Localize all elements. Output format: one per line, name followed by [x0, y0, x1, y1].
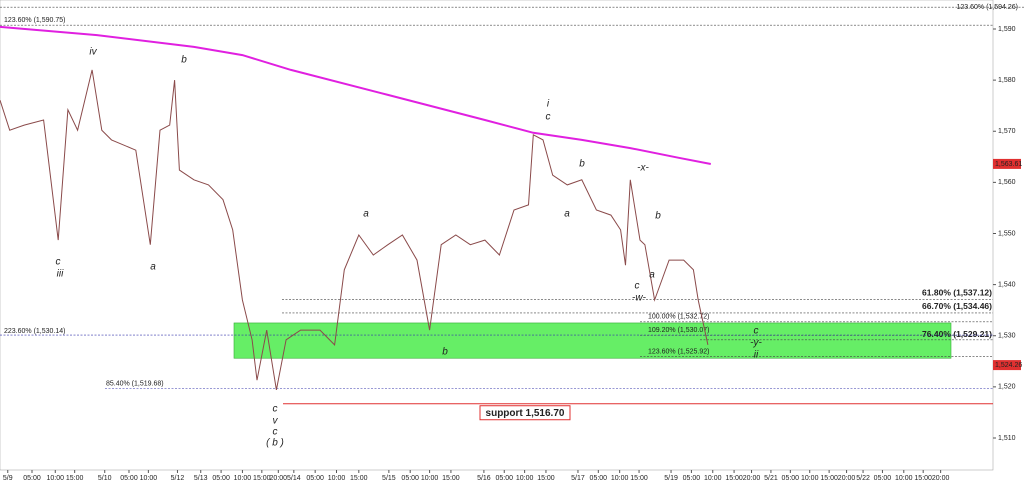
wave-label: c: [56, 257, 61, 268]
x-tick-label: 05:00: [120, 475, 138, 482]
wave-label: iii: [57, 269, 64, 280]
y-tick-label: 1,550: [998, 230, 1016, 237]
x-tick-label: 05:00: [782, 475, 800, 482]
price-tag: [993, 360, 1021, 371]
x-tick-label: 5/15: [382, 475, 396, 482]
y-tick-label: 1,570: [998, 128, 1016, 135]
x-tick-label: 05:00: [23, 475, 41, 482]
x-tick-label: 5/22: [856, 475, 870, 482]
x-tick-label: 5/21: [764, 475, 778, 482]
x-tick-label: 10:00: [140, 475, 158, 482]
x-tick-label: 15:00: [914, 475, 932, 482]
target-zone: [233, 322, 952, 359]
wave-label: a: [649, 270, 655, 281]
x-tick-label: 10:00: [516, 475, 534, 482]
wave-label: -w-: [632, 293, 647, 304]
x-tick-label: 15:00: [253, 475, 271, 482]
fib-label: 223.60% (1,530.14): [4, 328, 66, 335]
x-tick-label: 05:00: [401, 475, 419, 482]
x-tick-label: 10:00: [234, 475, 252, 482]
x-tick-label: 10:00: [801, 475, 819, 482]
wave-label: ii: [754, 350, 759, 361]
fib-label: 100.00% (1,532.72): [648, 314, 710, 321]
x-tick-label: 05:00: [874, 475, 892, 482]
x-tick-label: 5/19: [664, 475, 678, 482]
wave-label: a: [363, 209, 369, 220]
fib-label: 123.60% (1,594.26): [957, 4, 1019, 11]
y-tick-label: 1,540: [998, 281, 1016, 288]
x-tick-label: 5/10: [98, 475, 112, 482]
x-tick-label: 5/17: [571, 475, 585, 482]
price-tag-label: 1,524.26: [995, 362, 1022, 369]
wave-label: i: [547, 99, 550, 110]
x-tick-label: 10:00: [421, 475, 439, 482]
fib-label: 123.60% (1,590.75): [4, 17, 66, 24]
x-tick-label: 10:00: [704, 475, 722, 482]
wave-label: c: [754, 326, 759, 337]
x-tick-label: 20:00: [932, 475, 950, 482]
x-tick-label: 5/9: [3, 475, 13, 482]
x-tick-label: 5/14: [287, 475, 301, 482]
wave-label: iv: [89, 47, 97, 58]
wave-label: b: [655, 211, 661, 222]
y-tick-label: 1,520: [998, 384, 1016, 391]
moving-average: [0, 25, 711, 165]
x-tick-label: 20:00: [743, 475, 761, 482]
x-tick-label: 15:00: [350, 475, 368, 482]
x-tick-label: 15:00: [725, 475, 743, 482]
price-line: [0, 69, 709, 390]
y-tick-label: 1,510: [998, 435, 1016, 442]
wave-label: a: [150, 262, 156, 273]
price-tag-label: 1,563.61: [995, 161, 1022, 168]
y-tick-label: 1,530: [998, 333, 1016, 340]
x-tick-label: 20:00: [270, 475, 288, 482]
wave-label: b: [579, 159, 585, 170]
wave-label: c: [546, 112, 551, 123]
y-tick-label: 1,580: [998, 77, 1016, 84]
x-tick-label: 15:00: [66, 475, 84, 482]
x-tick-label: 05:00: [495, 475, 513, 482]
support-label: support 1,516.70: [486, 408, 565, 419]
wave-label: b: [442, 347, 448, 358]
plot-area: [0, 0, 994, 471]
x-tick-label: 10:00: [895, 475, 913, 482]
x-tick-label: 05:00: [683, 475, 701, 482]
wave-label: b: [181, 55, 187, 66]
x-tick-label: 10:00: [47, 475, 65, 482]
x-tick-label: 05:00: [212, 475, 230, 482]
x-tick-label: 20:00: [838, 475, 856, 482]
x-tick-label: 05:00: [306, 475, 324, 482]
price-tag: [993, 158, 1021, 169]
fib-label: 66.70% (1,534.46): [922, 301, 992, 311]
wave-label: ( b ): [266, 438, 284, 449]
wave-label: c: [273, 427, 278, 438]
x-tick-label: 5/16: [477, 475, 491, 482]
fib-label: 109.20% (1,530.07): [648, 327, 710, 334]
x-tick-label: 15:00: [442, 475, 460, 482]
x-tick-label: 5/12: [171, 475, 185, 482]
fib-label: 85.40% (1,519.68): [106, 380, 164, 387]
fib-label: 123.60% (1,525.92): [648, 348, 710, 355]
wave-label: c: [635, 281, 640, 292]
fib-label: 76.40% (1,529.21): [922, 329, 992, 339]
wave-label: -y-: [750, 338, 762, 349]
x-tick-label: 15:00: [820, 475, 838, 482]
support-box: [479, 405, 571, 421]
wave-label: v: [273, 416, 279, 427]
x-tick-label: 10:00: [611, 475, 629, 482]
x-tick-label: 15:00: [630, 475, 648, 482]
x-tick-label: 10:00: [328, 475, 346, 482]
y-tick-label: 1,560: [998, 179, 1016, 186]
wave-label: c: [273, 404, 278, 415]
fib-label: 61.80% (1,537.12): [922, 288, 992, 298]
x-tick-label: 15:00: [537, 475, 555, 482]
wave-label: a: [564, 209, 570, 220]
y-tick-label: 1,590: [998, 26, 1016, 33]
wave-label: -x-: [637, 163, 649, 174]
x-tick-label: 05:00: [590, 475, 608, 482]
x-tick-label: 5/13: [194, 475, 208, 482]
